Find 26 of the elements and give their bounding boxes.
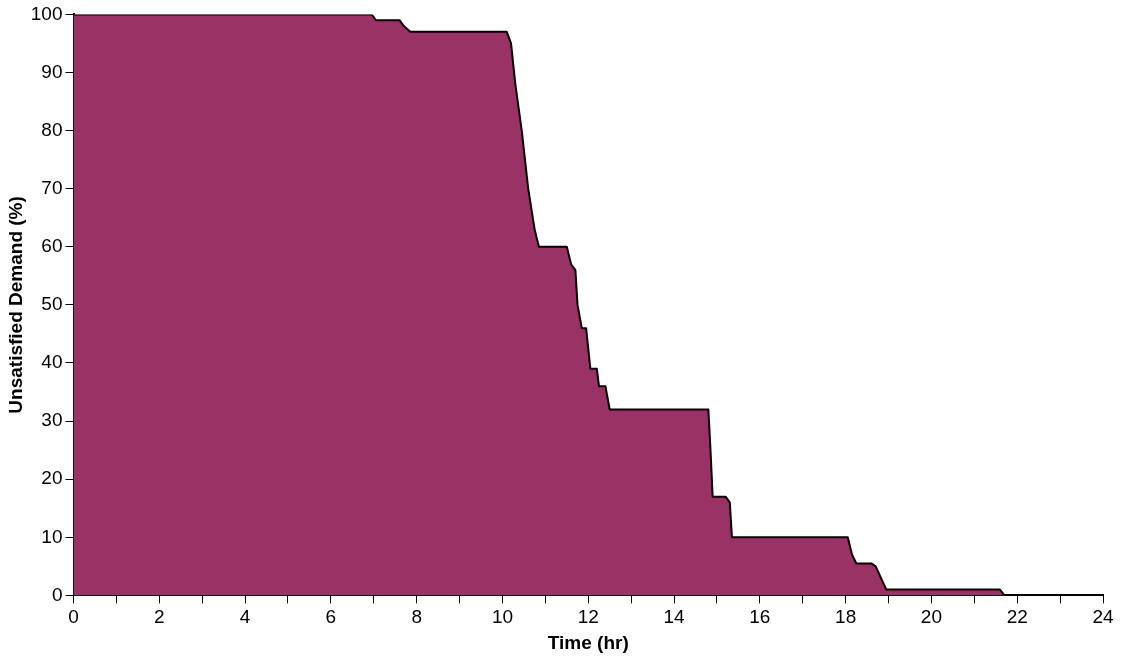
x-tick-label: 14 xyxy=(663,606,686,628)
y-tick-label: 50 xyxy=(41,293,63,315)
x-tick-label: 20 xyxy=(920,606,942,628)
y-tick-label: 60 xyxy=(41,235,63,257)
y-tick-label: 30 xyxy=(41,409,63,431)
x-tick-label: 24 xyxy=(1092,606,1114,628)
y-tick-label: 70 xyxy=(41,176,63,198)
y-tick-label: 0 xyxy=(51,583,63,605)
y-tick-label: 100 xyxy=(30,2,63,24)
x-tick-label: 18 xyxy=(835,606,857,628)
x-tick-label: 0 xyxy=(68,606,79,628)
y-tick-label: 10 xyxy=(41,525,63,547)
y-tick-label: 20 xyxy=(41,467,63,489)
x-tick-label: 2 xyxy=(154,606,165,628)
x-tick-label: 10 xyxy=(491,606,514,628)
x-tick-label: 12 xyxy=(577,606,599,628)
x-tick-label: 16 xyxy=(749,606,771,628)
x-tick-label: 22 xyxy=(1006,606,1028,628)
x-axis-title: Time (hr) xyxy=(547,631,629,653)
x-tick-label: 8 xyxy=(411,606,422,628)
y-tick-label: 90 xyxy=(41,60,63,82)
y-tick-label: 80 xyxy=(41,118,63,140)
y-axis-title: Unsatisfied Demand (%) xyxy=(4,196,26,414)
x-tick-label: 6 xyxy=(325,606,337,628)
y-tick-label: 40 xyxy=(41,351,63,373)
x-tick-label: 4 xyxy=(239,606,251,628)
